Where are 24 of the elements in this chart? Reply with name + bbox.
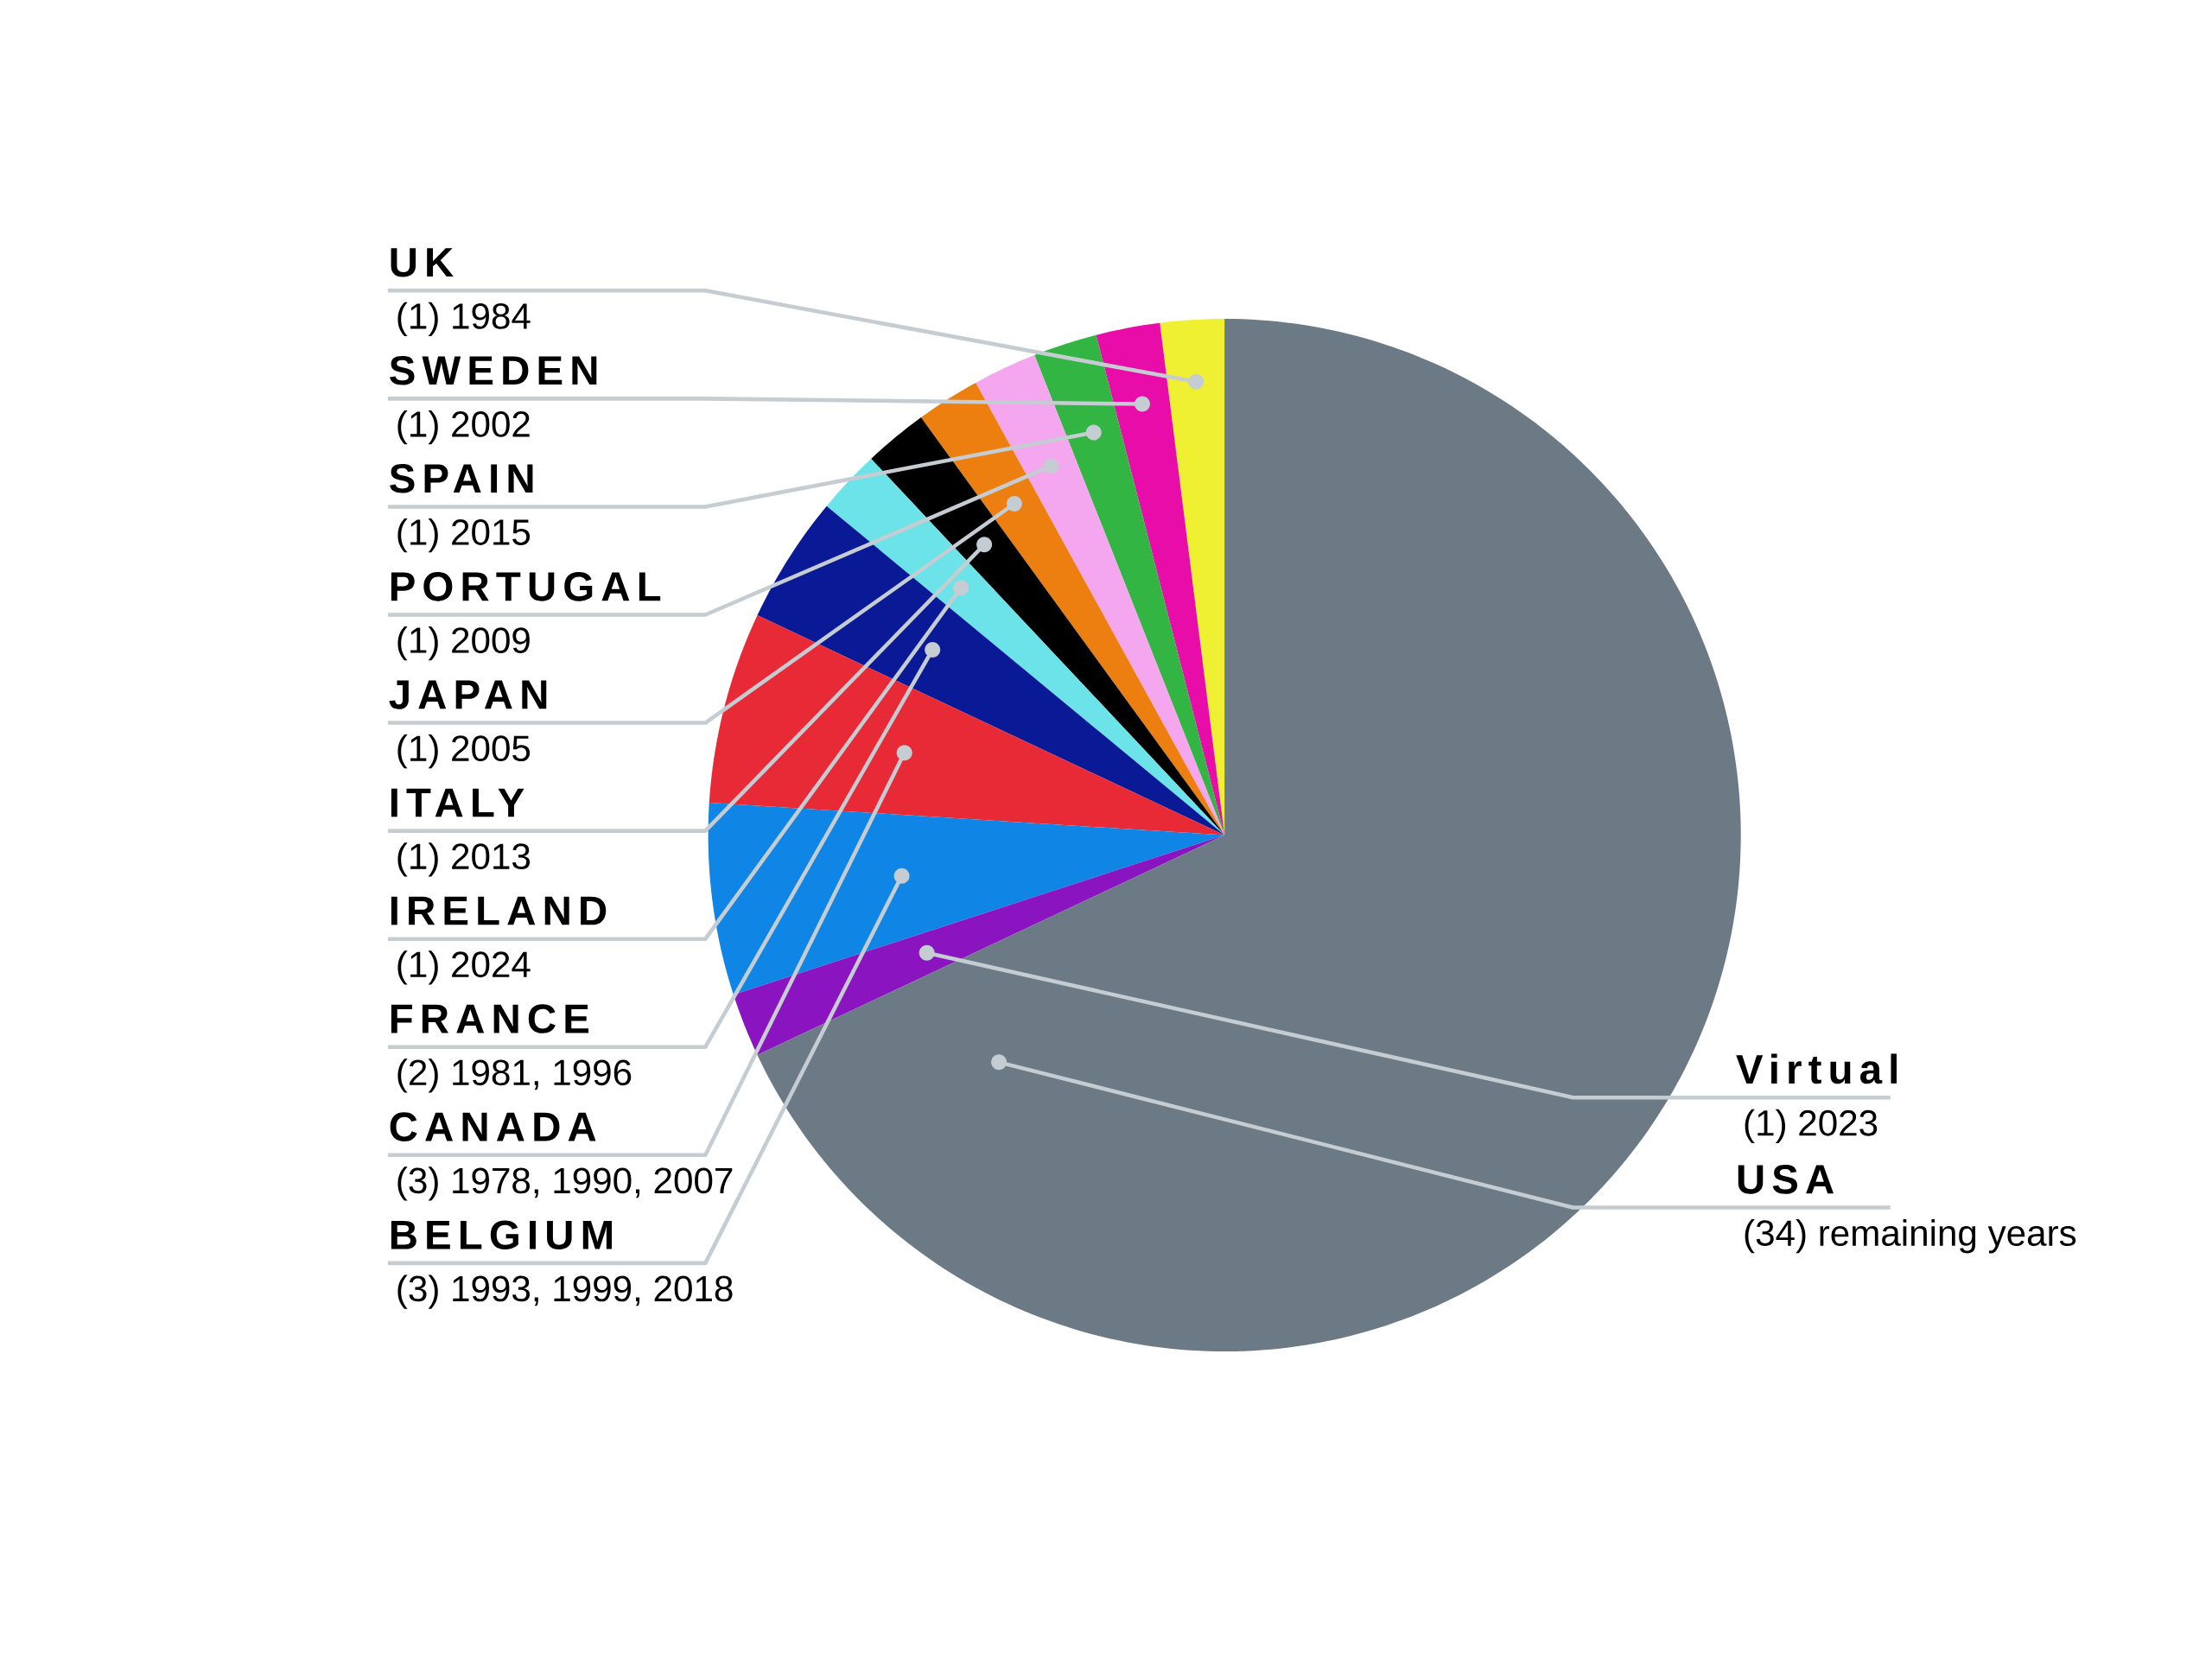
data-label: (1) 2023 [1745, 1109, 1878, 1143]
data-label: (1) 1984 [397, 302, 531, 337]
slice-label: USA [1738, 1165, 1834, 1194]
data-label: (1) 2013 [397, 842, 531, 877]
slice-label: UK [391, 248, 454, 277]
data-label: (34) remaining years [1745, 1219, 2076, 1254]
slice-label: Virtual [1736, 1053, 1897, 1084]
slice-label: SWEDEN [390, 355, 597, 385]
slice-label: PORTUGAL [391, 572, 661, 601]
data-label: (1) 2024 [397, 950, 531, 985]
data-label: (1) 2002 [397, 410, 530, 445]
slice-label: IRELAND [391, 896, 607, 925]
data-label: (3) 1978, 1990, 2007 [397, 1166, 733, 1201]
slice-label: BELGIUM [391, 1220, 612, 1249]
slice-label: ITALY [391, 788, 524, 817]
slice-label: JAPAN [389, 680, 547, 709]
data-label: (1) 2015 [397, 518, 531, 553]
data-label: (1) 2009 [397, 626, 530, 661]
data-label: (1) 2005 [397, 734, 531, 769]
data-label: (2) 1981, 1996 [397, 1058, 632, 1093]
slice-label: CANADA [390, 1112, 596, 1141]
slice-label: FRANCE [391, 1004, 589, 1033]
data-label: (3) 1993, 1999, 2018 [397, 1274, 733, 1309]
slice-label: SPAIN [390, 463, 533, 493]
